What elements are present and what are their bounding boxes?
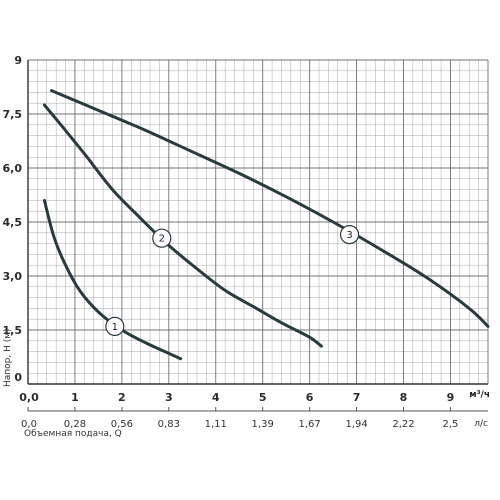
curve-1	[42, 198, 183, 361]
x-axis-title: Объемная подача, Q	[24, 429, 122, 439]
y-tick-label: 9	[14, 54, 22, 67]
curve-markers: 1 2 3	[105, 225, 360, 336]
x-tick-label: 7	[353, 391, 361, 404]
curve-2	[42, 103, 323, 348]
curves	[42, 89, 490, 361]
curve-marker-1	[105, 316, 125, 336]
y-tick-label: 6,0	[3, 162, 23, 175]
x-unit-label: м³/ч	[469, 390, 490, 400]
y-tick-label: 0	[14, 371, 22, 384]
x2-tick-label: 2,5	[442, 419, 458, 430]
x2-unit-label: л/с	[474, 419, 488, 429]
x-tick-label: 5	[259, 391, 267, 404]
x-tick-label: 0,0	[19, 391, 39, 404]
x2-tick-label: 1,94	[345, 419, 367, 430]
x2-tick-label: 1,39	[252, 419, 274, 430]
y-tick-label: 1,5	[3, 324, 23, 337]
x-tick-label: 3	[165, 391, 173, 404]
curve-marker-label-1: 1	[112, 322, 118, 333]
y-tick-label: 3,0	[3, 270, 23, 283]
x-tick-label: 2	[118, 391, 126, 404]
curve-3	[50, 89, 490, 328]
x2-tick-label: 1,11	[205, 419, 227, 430]
y-axis-title: Напор, Н (м)	[3, 328, 13, 387]
curve-marker-label-2: 2	[159, 234, 165, 245]
x2-tick-label: 0,83	[158, 419, 180, 430]
x-tick-label: 1	[71, 391, 79, 404]
x2-tick-label: 1,67	[298, 419, 320, 430]
x2-tick-labels: 0,0 0,28 0,56 0,83 1,11 1,39 1,67 1,94 2,22 2,5	[21, 419, 458, 430]
curve-marker-2	[152, 228, 172, 248]
y-tick-label: 4,5	[3, 216, 23, 229]
x-tick-label: 9	[447, 391, 455, 404]
curve-marker-label-3: 3	[346, 230, 352, 241]
x2-tick-label: 0,56	[111, 419, 133, 430]
x-tick-label: 4	[212, 391, 220, 404]
x-tick-labels: 0,0 1 2 3 4 5 6 7 8 9	[19, 391, 454, 404]
axes	[27, 59, 489, 412]
curve-marker-3	[339, 225, 360, 245]
x2-tick-label: 0,28	[64, 419, 86, 430]
x-tick-label: 6	[306, 391, 314, 404]
x-tick-label: 8	[400, 391, 408, 404]
y-tick-labels: 0 1,5 3,0 4,5 6,0 7,5 9	[3, 54, 23, 384]
x2-tick-label: 0,0	[21, 419, 37, 430]
x2-tick-label: 2,22	[392, 419, 414, 430]
y-tick-label: 7,5	[3, 108, 23, 121]
